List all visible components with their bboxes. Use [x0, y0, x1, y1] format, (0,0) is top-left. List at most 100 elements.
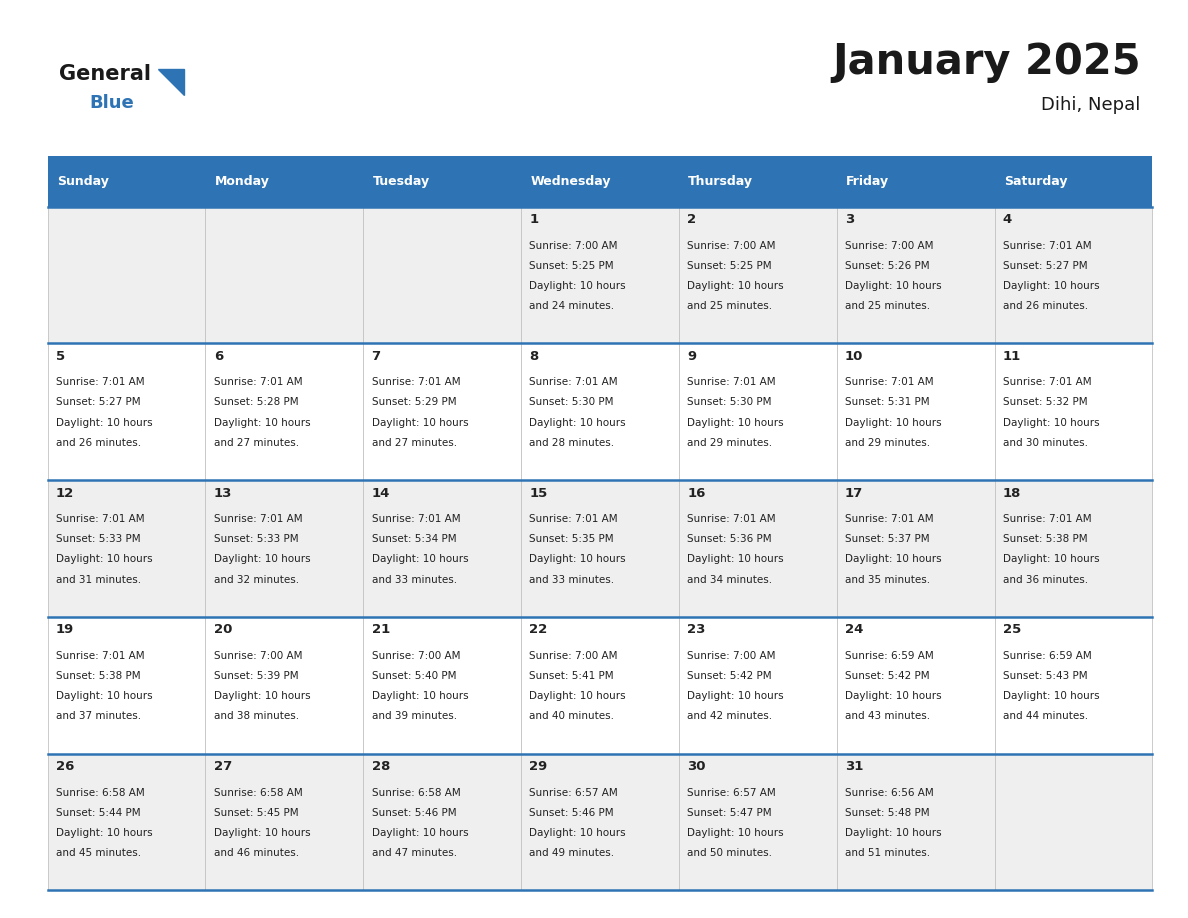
- Bar: [836, 156, 994, 207]
- Text: 11: 11: [1003, 350, 1022, 363]
- Text: Daylight: 10 hours: Daylight: 10 hours: [1003, 281, 1099, 291]
- Text: Daylight: 10 hours: Daylight: 10 hours: [56, 554, 152, 565]
- Text: Daylight: 10 hours: Daylight: 10 hours: [372, 418, 468, 428]
- Bar: [48, 156, 206, 207]
- Text: Daylight: 10 hours: Daylight: 10 hours: [56, 418, 152, 428]
- Text: Monday: Monday: [215, 174, 270, 188]
- Text: Sunrise: 7:01 AM: Sunrise: 7:01 AM: [56, 514, 145, 524]
- Text: Daylight: 10 hours: Daylight: 10 hours: [1003, 691, 1099, 701]
- Text: Sunrise: 7:00 AM: Sunrise: 7:00 AM: [687, 241, 776, 251]
- Text: Sunset: 5:32 PM: Sunset: 5:32 PM: [1003, 397, 1087, 408]
- Bar: [836, 480, 994, 617]
- Text: Thursday: Thursday: [688, 174, 753, 188]
- Text: Daylight: 10 hours: Daylight: 10 hours: [372, 828, 468, 838]
- Text: Sunset: 5:44 PM: Sunset: 5:44 PM: [56, 808, 140, 818]
- Bar: [994, 754, 1152, 890]
- Text: Sunset: 5:35 PM: Sunset: 5:35 PM: [530, 534, 614, 544]
- Text: Tuesday: Tuesday: [373, 174, 430, 188]
- Bar: [836, 617, 994, 754]
- Text: 1: 1: [530, 213, 538, 226]
- Text: Sunset: 5:27 PM: Sunset: 5:27 PM: [56, 397, 140, 408]
- Text: Daylight: 10 hours: Daylight: 10 hours: [687, 418, 784, 428]
- Bar: [678, 343, 836, 480]
- Text: 13: 13: [214, 487, 232, 499]
- Text: and 30 minutes.: and 30 minutes.: [1003, 438, 1088, 448]
- Bar: [678, 156, 836, 207]
- Text: and 26 minutes.: and 26 minutes.: [56, 438, 141, 448]
- Text: 4: 4: [1003, 213, 1012, 226]
- Text: Sunrise: 7:01 AM: Sunrise: 7:01 AM: [1003, 514, 1092, 524]
- Text: Sunrise: 6:58 AM: Sunrise: 6:58 AM: [56, 788, 145, 798]
- Bar: [522, 207, 678, 343]
- Text: 15: 15: [530, 487, 548, 499]
- Text: General: General: [59, 64, 151, 84]
- Text: and 25 minutes.: and 25 minutes.: [687, 301, 772, 311]
- Text: Sunset: 5:39 PM: Sunset: 5:39 PM: [214, 671, 298, 681]
- Text: Sunset: 5:43 PM: Sunset: 5:43 PM: [1003, 671, 1087, 681]
- Text: 7: 7: [372, 350, 380, 363]
- Bar: [206, 480, 364, 617]
- Text: Sunrise: 6:57 AM: Sunrise: 6:57 AM: [530, 788, 618, 798]
- Text: and 40 minutes.: and 40 minutes.: [530, 711, 614, 722]
- Text: Daylight: 10 hours: Daylight: 10 hours: [530, 554, 626, 565]
- Bar: [678, 480, 836, 617]
- Text: Sunrise: 6:59 AM: Sunrise: 6:59 AM: [1003, 651, 1092, 661]
- Text: Daylight: 10 hours: Daylight: 10 hours: [845, 281, 942, 291]
- Text: 9: 9: [687, 350, 696, 363]
- Text: Sunset: 5:30 PM: Sunset: 5:30 PM: [530, 397, 614, 408]
- Text: and 24 minutes.: and 24 minutes.: [530, 301, 614, 311]
- Text: and 29 minutes.: and 29 minutes.: [687, 438, 772, 448]
- Text: Sunrise: 7:00 AM: Sunrise: 7:00 AM: [530, 241, 618, 251]
- Text: Daylight: 10 hours: Daylight: 10 hours: [530, 828, 626, 838]
- Text: Daylight: 10 hours: Daylight: 10 hours: [56, 828, 152, 838]
- Text: Sunrise: 7:01 AM: Sunrise: 7:01 AM: [1003, 241, 1092, 251]
- Text: Daylight: 10 hours: Daylight: 10 hours: [372, 691, 468, 701]
- Text: Daylight: 10 hours: Daylight: 10 hours: [845, 418, 942, 428]
- Text: Sunset: 5:33 PM: Sunset: 5:33 PM: [214, 534, 298, 544]
- Bar: [522, 343, 678, 480]
- Text: 26: 26: [56, 760, 74, 773]
- Text: Sunrise: 7:00 AM: Sunrise: 7:00 AM: [372, 651, 460, 661]
- Text: and 42 minutes.: and 42 minutes.: [687, 711, 772, 722]
- Text: and 39 minutes.: and 39 minutes.: [372, 711, 456, 722]
- Text: Blue: Blue: [89, 94, 134, 112]
- Bar: [522, 617, 678, 754]
- Text: Sunset: 5:45 PM: Sunset: 5:45 PM: [214, 808, 298, 818]
- Text: 5: 5: [56, 350, 65, 363]
- Text: Sunset: 5:26 PM: Sunset: 5:26 PM: [845, 261, 930, 271]
- Bar: [206, 617, 364, 754]
- Text: Sunrise: 7:01 AM: Sunrise: 7:01 AM: [56, 651, 145, 661]
- Bar: [678, 207, 836, 343]
- Text: and 49 minutes.: and 49 minutes.: [530, 848, 614, 858]
- Bar: [836, 207, 994, 343]
- Text: Sunset: 5:38 PM: Sunset: 5:38 PM: [56, 671, 140, 681]
- Text: Sunrise: 7:01 AM: Sunrise: 7:01 AM: [687, 514, 776, 524]
- Text: 31: 31: [845, 760, 864, 773]
- Text: Daylight: 10 hours: Daylight: 10 hours: [687, 281, 784, 291]
- Text: Daylight: 10 hours: Daylight: 10 hours: [687, 828, 784, 838]
- Text: and 38 minutes.: and 38 minutes.: [214, 711, 299, 722]
- Text: Sunrise: 6:58 AM: Sunrise: 6:58 AM: [214, 788, 303, 798]
- Text: Sunset: 5:42 PM: Sunset: 5:42 PM: [845, 671, 930, 681]
- Bar: [522, 754, 678, 890]
- Text: Daylight: 10 hours: Daylight: 10 hours: [687, 554, 784, 565]
- Text: 8: 8: [530, 350, 538, 363]
- Text: Sunset: 5:46 PM: Sunset: 5:46 PM: [530, 808, 614, 818]
- Text: 3: 3: [845, 213, 854, 226]
- Polygon shape: [158, 69, 184, 95]
- Text: Sunset: 5:29 PM: Sunset: 5:29 PM: [372, 397, 456, 408]
- Bar: [364, 343, 522, 480]
- Text: Sunset: 5:41 PM: Sunset: 5:41 PM: [530, 671, 614, 681]
- Text: and 35 minutes.: and 35 minutes.: [845, 575, 930, 585]
- Text: and 36 minutes.: and 36 minutes.: [1003, 575, 1088, 585]
- Bar: [994, 480, 1152, 617]
- Text: and 50 minutes.: and 50 minutes.: [687, 848, 772, 858]
- Text: Sunrise: 7:01 AM: Sunrise: 7:01 AM: [845, 377, 934, 387]
- Text: and 27 minutes.: and 27 minutes.: [372, 438, 456, 448]
- Bar: [48, 207, 206, 343]
- Text: Daylight: 10 hours: Daylight: 10 hours: [530, 418, 626, 428]
- Text: Daylight: 10 hours: Daylight: 10 hours: [845, 691, 942, 701]
- Text: 23: 23: [687, 623, 706, 636]
- Text: Daylight: 10 hours: Daylight: 10 hours: [687, 691, 784, 701]
- Text: Daylight: 10 hours: Daylight: 10 hours: [214, 828, 310, 838]
